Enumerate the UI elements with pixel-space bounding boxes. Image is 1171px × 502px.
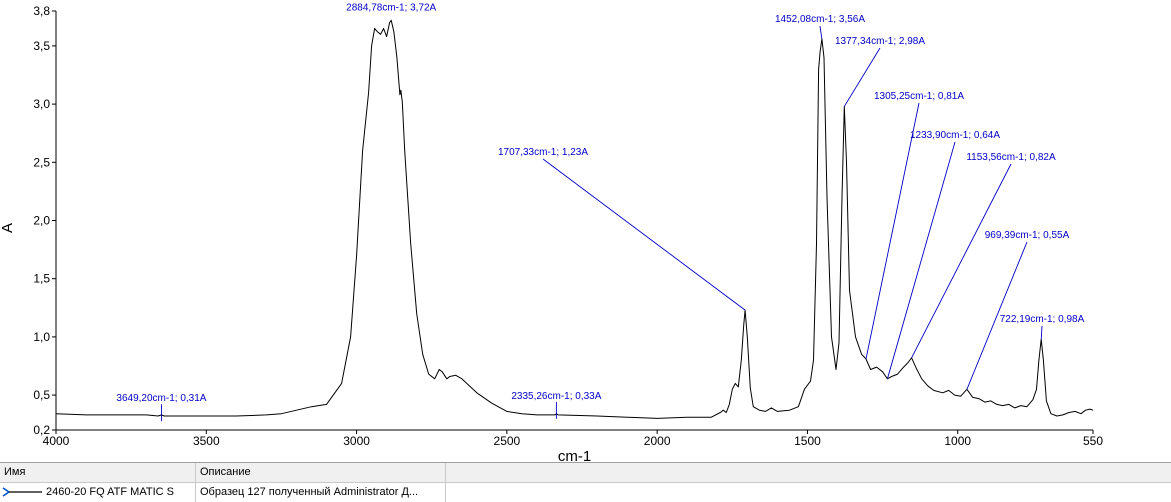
y-tick-label: 3,0: [33, 97, 50, 111]
series-name: 2460-20 FQ ATF MATIC S: [0, 483, 196, 502]
peak-label: 722,19cm-1; 0,98A: [1000, 314, 1085, 325]
header-description[interactable]: Описание: [196, 463, 446, 482]
y-axis-title: A: [0, 223, 16, 233]
peak-label: 969,39cm-1; 0,55A: [985, 230, 1070, 241]
legend-header-row: Имя Описание: [0, 463, 1171, 483]
peak-leader-line: [542, 158, 746, 311]
peak-leader-line: [911, 163, 1012, 359]
peak-leader-line: [819, 25, 823, 39]
peak-label: 3649,20cm-1; 0,31A: [116, 393, 206, 404]
peak-label: 2335,26cm-1; 0,33A: [511, 391, 601, 402]
peak-label: 1153,56cm-1; 0,82A: [966, 152, 1056, 163]
x-tick-label: 3000: [343, 434, 370, 448]
y-tick-label: 2,5: [33, 155, 50, 169]
series-description: Образец 127 полученный Administrator Д..…: [196, 483, 446, 502]
y-tick-label: 1,0: [33, 330, 50, 344]
spectrum-chart: 0,2 0,5 1,0 1,5 2,0 2,5 3,0 3,5 3,8 4000 3500 3000 2…: [0, 2, 1103, 462]
y-tick-label: 3,8: [33, 4, 50, 18]
x-tick-label: 2500: [494, 434, 521, 448]
header-empty: [446, 463, 1171, 482]
y-tick-label: 0,5: [33, 388, 50, 402]
peak-leader-line: [966, 241, 1028, 390]
x-axis-title: cm-1: [558, 448, 591, 462]
peak-label: 2884,78cm-1; 3,72A: [346, 2, 436, 13]
x-tick-label: 2000: [644, 434, 671, 448]
x-tick-label: 550: [1083, 434, 1103, 448]
peak-leader-line: [843, 47, 881, 107]
peak-label: 1305,25cm-1; 0,81A: [874, 91, 964, 102]
header-name[interactable]: Имя: [0, 463, 196, 482]
y-tick-label: 2,0: [33, 214, 50, 228]
y-tick-label: 3,5: [33, 39, 50, 53]
x-tick-label: 3500: [193, 434, 220, 448]
y-tick-label: 1,5: [33, 272, 50, 286]
x-tick-label: 4000: [43, 434, 70, 448]
legend-table: Имя Описание 2460-20 FQ ATF MATIC S Обра…: [0, 462, 1171, 502]
series-line-marker-icon: [2, 487, 42, 497]
peak-label: 1377,34cm-1; 2,98A: [835, 36, 925, 47]
peak-label: 1452,08cm-1; 3,56A: [775, 14, 865, 25]
peak-leader-line: [1040, 325, 1043, 340]
peak-label: 1233,90cm-1; 0,64A: [910, 130, 1000, 141]
y-tick-label: 0,2: [33, 423, 50, 437]
x-tick-label: 1000: [944, 434, 971, 448]
spectrum-chart-svg: 0,2 0,5 1,0 1,5 2,0 2,5 3,0 3,5 3,8 4000 3500 3000 2…: [0, 2, 1103, 462]
peak-leader-line: [865, 102, 920, 360]
peak-leader-line: [887, 141, 956, 379]
legend-data-row[interactable]: 2460-20 FQ ATF MATIC S Образец 127 получ…: [0, 483, 1171, 502]
spectrum-line: [55, 19, 1094, 419]
x-tick-label: 1500: [794, 434, 821, 448]
peak-label: 1707,33cm-1; 1,23A: [498, 147, 588, 158]
